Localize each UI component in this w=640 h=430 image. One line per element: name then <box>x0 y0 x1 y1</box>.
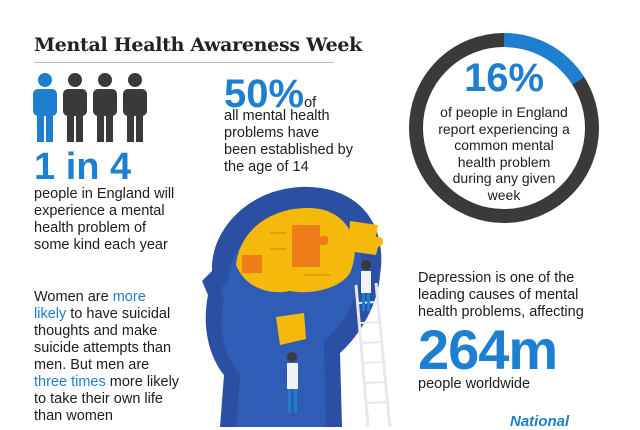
ladder-rungs <box>357 301 389 404</box>
brain-puzzle-orange <box>292 225 329 267</box>
stat1-line: health problem of <box>34 220 147 236</box>
stat4-line: health problems, affecting <box>418 304 584 320</box>
stat4-line: leading causes of mental <box>418 287 579 303</box>
stat5-text-part: to have suicidal <box>66 306 171 322</box>
ring-fill <box>409 33 599 223</box>
stat1-line: people in England will <box>34 186 175 202</box>
stat5-line: three times more likely <box>34 374 179 391</box>
person-with-puzzle <box>287 352 298 413</box>
stat3-line: report experiencing a <box>438 120 570 137</box>
person-on-ladder <box>361 260 371 311</box>
stat1-text: people in England will experience a ment… <box>34 186 174 254</box>
stat5-line: suicide attempts than <box>34 340 172 356</box>
person-icon <box>93 73 117 142</box>
ladder-rail <box>374 282 392 427</box>
stat-50-percent: 50% <box>224 72 305 116</box>
stat-264m: 264m <box>418 318 558 381</box>
stat2-line: the age of 14 <box>224 159 309 175</box>
stat3-line: health problem <box>457 153 551 170</box>
head-puzzle-illustration <box>202 186 392 427</box>
stat5-text-part: Women are <box>34 289 113 305</box>
floating-puzzle-piece <box>348 221 384 255</box>
stat2-line: been established by <box>224 142 353 158</box>
emphasis-three-times: three times <box>34 374 106 390</box>
stat2-text: all mental health problems have been est… <box>224 108 353 176</box>
stat-1-in-4: 1 in 4 <box>34 146 132 188</box>
stat5-text-part: more likely <box>105 374 180 390</box>
title-divider <box>34 62 334 63</box>
emphasis-likely: likely <box>34 306 67 322</box>
stat5-text: Women are more likely to have suicidal t… <box>34 289 179 425</box>
emphasis-more: more <box>112 289 146 305</box>
ladder-rail <box>354 284 370 427</box>
person-icon <box>63 73 87 142</box>
stat4-line: Depression is one of the <box>418 270 575 286</box>
stat5-line: men. But men are <box>34 357 150 373</box>
stat3-line: week <box>487 186 521 203</box>
held-puzzle-piece <box>276 313 306 345</box>
stat5-line: Women are more <box>34 289 179 306</box>
puzzle-seams <box>270 232 330 276</box>
stat3-line: during any given <box>452 170 556 186</box>
stat1-line: some kind each year <box>34 237 168 253</box>
person-icon-highlight <box>33 73 57 142</box>
stat5-line: than women <box>34 408 113 424</box>
page-title: Mental Health Awareness Week <box>34 34 363 56</box>
person-icon <box>123 73 147 142</box>
stat1-line: experience a mental <box>34 203 165 219</box>
stat5-line: thoughts and make <box>34 323 158 339</box>
stat3-line: common mental <box>454 137 554 153</box>
stat4-after: people worldwide <box>418 376 531 392</box>
brain-puzzle-orange <box>242 255 262 273</box>
stat3-text: of people in England report experiencing… <box>406 104 602 203</box>
stat2-suffix: of <box>304 95 317 111</box>
brand-logo: National <box>510 413 570 430</box>
stat2-headline: 50%of <box>224 74 316 114</box>
stat5-line: to take their own life <box>34 391 163 407</box>
stat2-line: all mental health <box>224 108 330 124</box>
stat2-line: problems have <box>224 125 320 141</box>
stat4-text: Depression is one of the leading causes … <box>418 270 584 321</box>
stat3-line: of people in England <box>440 104 568 120</box>
stat-16-percent: 16% <box>463 56 545 100</box>
stat5-line: likely to have suicidal <box>34 306 179 323</box>
people-icons <box>32 72 148 142</box>
progress-ring <box>409 33 599 223</box>
